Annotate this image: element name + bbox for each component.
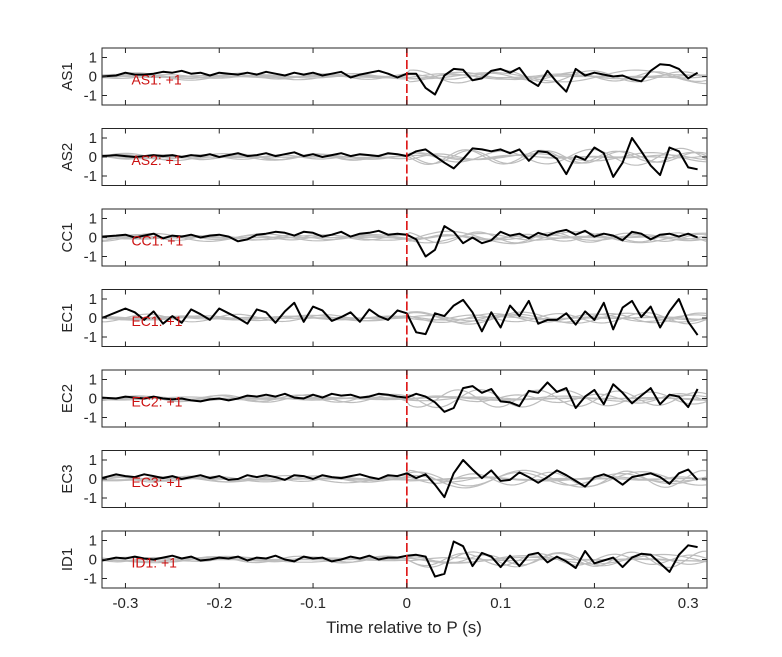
panel-annotation: ID1: +1 xyxy=(131,554,177,570)
y-tick-label: 0 xyxy=(89,471,97,488)
y-tick-label: 0 xyxy=(89,391,97,408)
panel-as1: -1 0 1 AS1 AS1: +1 xyxy=(59,47,708,106)
panel-annotation: EC2: +1 xyxy=(131,393,182,409)
panel-ylabel: EC3 xyxy=(59,464,76,493)
panel-ec2: -1 0 1 EC2 EC2: +1 xyxy=(59,369,708,428)
y-tick-label: -1 xyxy=(84,88,97,105)
panel-ylabel: AS1 xyxy=(59,62,76,90)
y-tick-label: 0 xyxy=(89,310,97,327)
trace-line xyxy=(101,381,699,413)
trace-line xyxy=(101,225,698,258)
panel-annotation: EC3: +1 xyxy=(131,474,182,490)
y-tick-label: -1 xyxy=(84,410,97,427)
y-tick-label: -1 xyxy=(84,329,97,346)
y-tick-label: -1 xyxy=(84,249,97,266)
x-tick-label: 0.3 xyxy=(678,595,699,612)
y-tick-label: 1 xyxy=(89,372,97,389)
y-tick-label: -1 xyxy=(84,490,97,507)
trace-line xyxy=(101,137,698,178)
panel-cc1: -1 0 1 CC1 CC1: +1 xyxy=(59,208,708,267)
y-tick-label: 1 xyxy=(89,452,97,469)
panel-ylabel: ID1 xyxy=(59,548,76,571)
panel-id1: -1 0 1 ID1 ID1: +1 xyxy=(59,530,708,589)
trace-line xyxy=(101,298,699,336)
y-tick-label: 1 xyxy=(89,50,97,67)
panel-annotation: AS2: +1 xyxy=(131,152,181,168)
panel-annotation: AS1: +1 xyxy=(131,71,181,87)
background-trace xyxy=(102,311,707,324)
background-trace xyxy=(101,477,707,482)
panel-ylabel: AS2 xyxy=(59,143,76,171)
background-trace xyxy=(101,71,707,83)
y-tick-label: 1 xyxy=(89,533,97,550)
y-tick-label: 0 xyxy=(89,69,97,86)
background-trace xyxy=(101,311,707,325)
panel-ylabel: CC1 xyxy=(59,222,76,252)
y-tick-label: -1 xyxy=(84,571,97,588)
x-tick-label: -0.1 xyxy=(300,595,326,612)
panel-annotation: CC1: +1 xyxy=(131,232,183,248)
background-trace xyxy=(101,476,707,483)
trace-line xyxy=(101,459,699,499)
x-tick-label: -0.2 xyxy=(206,595,232,612)
x-tick-label: 0.1 xyxy=(490,595,511,612)
y-tick-label: -1 xyxy=(84,168,97,185)
y-tick-label: 1 xyxy=(89,130,97,147)
panel-ec1: -1 0 1 EC1 EC1: +1 xyxy=(59,289,708,347)
x-tick-label: -0.3 xyxy=(113,595,139,612)
y-tick-label: 0 xyxy=(89,149,97,166)
y-tick-label: 1 xyxy=(89,211,97,228)
panel-annotation: EC1: +1 xyxy=(131,313,182,329)
x-tick-label: 0 xyxy=(403,595,411,612)
trace-line xyxy=(101,540,698,578)
y-tick-label: 0 xyxy=(89,552,97,569)
panel-ec3: -1 0 1 EC3 EC3: +1 xyxy=(59,450,708,508)
panel-as2: -1 0 1 AS2 AS2: +1 xyxy=(59,128,708,186)
panel-ylabel: EC1 xyxy=(59,303,76,332)
y-tick-label: 0 xyxy=(89,230,97,247)
x-tick-label: 0.2 xyxy=(584,595,605,612)
x-axis-label: Time relative to P (s) xyxy=(326,618,482,637)
y-tick-label: 1 xyxy=(89,291,97,308)
panel-ylabel: EC2 xyxy=(59,384,76,413)
trace-line xyxy=(101,63,699,96)
